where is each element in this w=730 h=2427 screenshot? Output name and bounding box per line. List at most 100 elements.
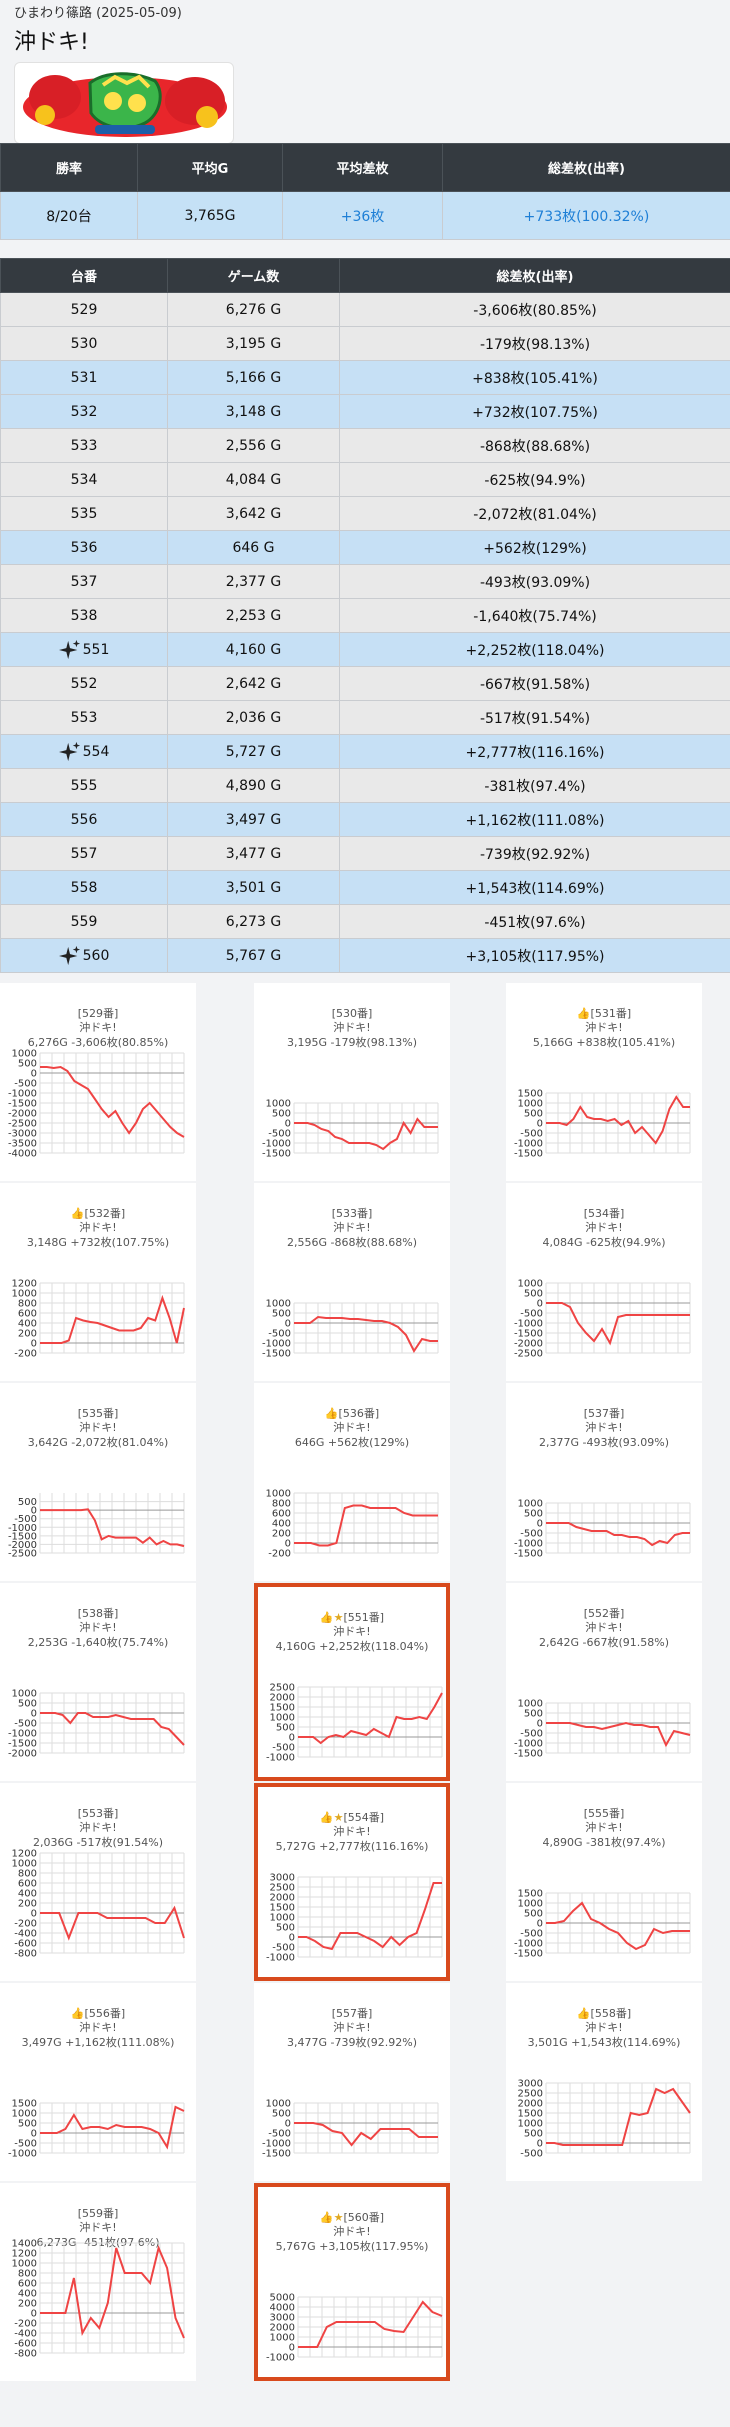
y-tick-label: 1200: [12, 2249, 37, 2260]
summary-header-avg-games: 平均G: [137, 143, 283, 192]
machine-header-diff: 総差枚(出率): [339, 258, 730, 293]
machine-number-text: 532: [70, 403, 98, 420]
machine-chart-card[interactable]: [559番] 沖ドキ! 6,273G -451枚(97.6%) 1400 1200 100…: [0, 2183, 196, 2381]
y-tick-label: 1000: [12, 2109, 37, 2120]
y-tick-label: -500: [268, 2129, 291, 2140]
y-tick-label: -1500: [514, 1549, 543, 1560]
y-tick-label: -1000: [8, 2149, 37, 2160]
y-tick-label: -3000: [8, 1129, 37, 1140]
table-row[interactable]: 560 5,767 G +3,105枚(117.95%): [0, 938, 730, 973]
table-row[interactable]: 531 5,166 G +838枚(105.41%): [0, 360, 730, 395]
machine-number-text: 533: [70, 437, 98, 454]
machine-chart-card[interactable]: [555番] 沖ドキ! 4,890G -381枚(97.4%) 1500 1000 500…: [506, 1783, 702, 1981]
y-tick-label: -600: [14, 1939, 37, 1950]
chart-stats: 3,195G -179枚(98.13%): [286, 1036, 417, 1049]
table-row[interactable]: 557 3,477 G -739枚(92.92%): [0, 836, 730, 871]
machine-chart-card[interactable]: 👍★[560番] 沖ドキ! 5,767G +3,105枚(117.95%) 5000 4…: [254, 2183, 450, 2381]
machine-chart-card[interactable]: [535番] 沖ドキ! 3,642G -2,072枚(81.04%) 500 0 -500…: [0, 1383, 196, 1581]
y-tick-label: -1000: [514, 1939, 543, 1950]
y-tick-label: -1000: [8, 1729, 37, 1740]
y-tick-label: -1500: [262, 1349, 291, 1360]
table-row[interactable]: 555 4,890 G -381枚(97.4%): [0, 768, 730, 803]
y-tick-label: 1000: [12, 2259, 37, 2270]
table-row[interactable]: 532 3,148 G +732枚(107.75%): [0, 394, 730, 429]
machine-chart-card[interactable]: 👍[536番] 沖ドキ! 646G +562枚(129%) 1000 800 600 400…: [254, 1383, 450, 1581]
y-tick-label: 0: [31, 2309, 37, 2320]
sparkle-icon: [58, 945, 80, 965]
series-line: [40, 2244, 185, 2339]
table-row[interactable]: 556 3,497 G +1,162枚(111.08%): [0, 802, 730, 837]
machine-chart-card[interactable]: 👍[558番] 沖ドキ! 3,501G +1,543枚(114.69%) 3000 25…: [506, 1983, 702, 2181]
machine-number: 553: [0, 700, 168, 735]
chart-title: [559番]: [0, 2205, 196, 2221]
table-row[interactable]: 558 3,501 G +1,543枚(114.69%): [0, 870, 730, 905]
machine-chart-card[interactable]: [557番] 沖ドキ! 3,477G -739枚(92.92%) 1000 500 0 -5…: [254, 1983, 450, 2181]
machine-games: 2,642 G: [167, 666, 340, 701]
y-tick-label: -2500: [8, 1119, 37, 1130]
machine-number-text: 552: [70, 675, 98, 692]
y-tick-label: 200: [272, 1529, 291, 1540]
machine-number: 559: [0, 904, 168, 939]
machine-number: 536: [0, 530, 168, 565]
chart-stats: 5,727G +2,777枚(116.16%): [275, 1840, 429, 1853]
y-tick-label: 0: [285, 1119, 291, 1130]
table-row[interactable]: 529 6,276 G -3,606枚(80.85%): [0, 292, 730, 327]
y-tick-label: 500: [524, 1709, 543, 1720]
table-row[interactable]: 554 5,727 G +2,777枚(116.16%): [0, 734, 730, 769]
y-tick-label: 2500: [270, 1683, 295, 1694]
table-row[interactable]: 551 4,160 G +2,252枚(118.04%): [0, 632, 730, 667]
table-row[interactable]: 553 2,036 G -517枚(91.54%): [0, 700, 730, 735]
machine-chart-card[interactable]: [538番] 沖ドキ! 2,253G -1,640枚(75.74%) 1000 500 0…: [0, 1583, 196, 1781]
y-tick-label: -2000: [514, 1339, 543, 1350]
y-tick-label: -1500: [8, 1739, 37, 1750]
machine-number: 537: [0, 564, 168, 599]
machine-chart-card[interactable]: [529番] 沖ドキ! 6,276G -3,606枚(80.85%) 1000 500 0…: [0, 983, 196, 1181]
machine-chart-card[interactable]: 👍[556番] 沖ドキ! 3,497G +1,162枚(111.08%) 1500 10…: [0, 1983, 196, 2181]
machine-chart-card[interactable]: [533番] 沖ドキ! 2,556G -868枚(88.68%) 1000 500 0 -5…: [254, 1183, 450, 1381]
table-row[interactable]: 537 2,377 G -493枚(93.09%): [0, 564, 730, 599]
y-tick-label: 2000: [270, 1893, 295, 1904]
y-tick-label: -500: [520, 1729, 543, 1740]
chart-stats: 646G +562枚(129%): [294, 1436, 410, 1449]
chart-title-text: [529番]: [77, 1007, 119, 1020]
y-tick-label: -2000: [8, 1749, 37, 1760]
machine-chart-card[interactable]: [537番] 沖ドキ! 2,377G -493枚(93.09%) 1000 500 0 -5…: [506, 1383, 702, 1581]
table-row[interactable]: 559 6,273 G -451枚(97.6%): [0, 904, 730, 939]
table-row[interactable]: 533 2,556 G -868枚(88.68%): [0, 428, 730, 463]
series-line: [294, 1315, 438, 1353]
page-title: 沖ドキ!: [14, 30, 89, 55]
table-row[interactable]: 535 3,642 G -2,072枚(81.04%): [0, 496, 730, 531]
machine-diff: -381枚(97.4%): [339, 768, 730, 803]
machine-chart-card[interactable]: [534番] 沖ドキ! 4,084G -625枚(94.9%) 1000 500 0 -50…: [506, 1183, 702, 1381]
machine-number-text: 531: [70, 369, 98, 386]
y-tick-label: 1000: [12, 1289, 37, 1300]
y-tick-label: 1000: [266, 1299, 291, 1310]
chart-subtitle: 沖ドキ!: [79, 1621, 117, 1634]
table-row[interactable]: 552 2,642 G -667枚(91.58%): [0, 666, 730, 701]
chart-title: [537番]: [506, 1405, 702, 1421]
machine-number-text: 555: [70, 777, 98, 794]
chart-title-text: [558番]: [590, 2007, 632, 2020]
y-tick-label: 0: [285, 2119, 291, 2130]
machine-number: 551: [0, 632, 168, 667]
summary-header-total-diff: 総差枚(出率): [442, 143, 730, 192]
table-row[interactable]: 538 2,253 G -1,640枚(75.74%): [0, 598, 730, 633]
table-row[interactable]: 530 3,195 G -179枚(98.13%): [0, 326, 730, 361]
machine-chart-card[interactable]: [530番] 沖ドキ! 3,195G -179枚(98.13%) 1000 500 0 -5…: [254, 983, 450, 1181]
machine-chart-card[interactable]: [552番] 沖ドキ! 2,642G -667枚(91.58%) 1000 500 0 -5…: [506, 1583, 702, 1781]
chart-stats: 3,148G +732枚(107.75%): [26, 1236, 170, 1249]
chart-subtitle: 沖ドキ!: [333, 1825, 371, 1838]
machine-chart-card[interactable]: 👍★[551番] 沖ドキ! 4,160G +2,252枚(118.04%) 2500 2…: [254, 1583, 450, 1781]
machine-chart-card[interactable]: 👍[531番] 沖ドキ! 5,166G +838枚(105.41%) 1500 1000…: [506, 983, 702, 1181]
machine-number-text: 536: [70, 539, 98, 556]
machine-number: 534: [0, 462, 168, 497]
machine-diff: -179枚(98.13%): [339, 326, 730, 361]
table-row[interactable]: 536 646 G +562枚(129%): [0, 530, 730, 565]
chart-title: 👍[532番]: [0, 1205, 196, 1221]
machine-games: 3,195 G: [167, 326, 340, 361]
table-row[interactable]: 534 4,084 G -625枚(94.9%): [0, 462, 730, 497]
machine-chart-card[interactable]: [553番] 沖ドキ! 2,036G -517枚(91.54%) 1200 1000 80…: [0, 1783, 196, 1981]
machine-chart-card[interactable]: 👍★[554番] 沖ドキ! 5,727G +2,777枚(116.16%) 3000 2…: [254, 1783, 450, 1981]
machine-chart-card[interactable]: 👍[532番] 沖ドキ! 3,148G +732枚(107.75%) 1200 1000…: [0, 1183, 196, 1381]
